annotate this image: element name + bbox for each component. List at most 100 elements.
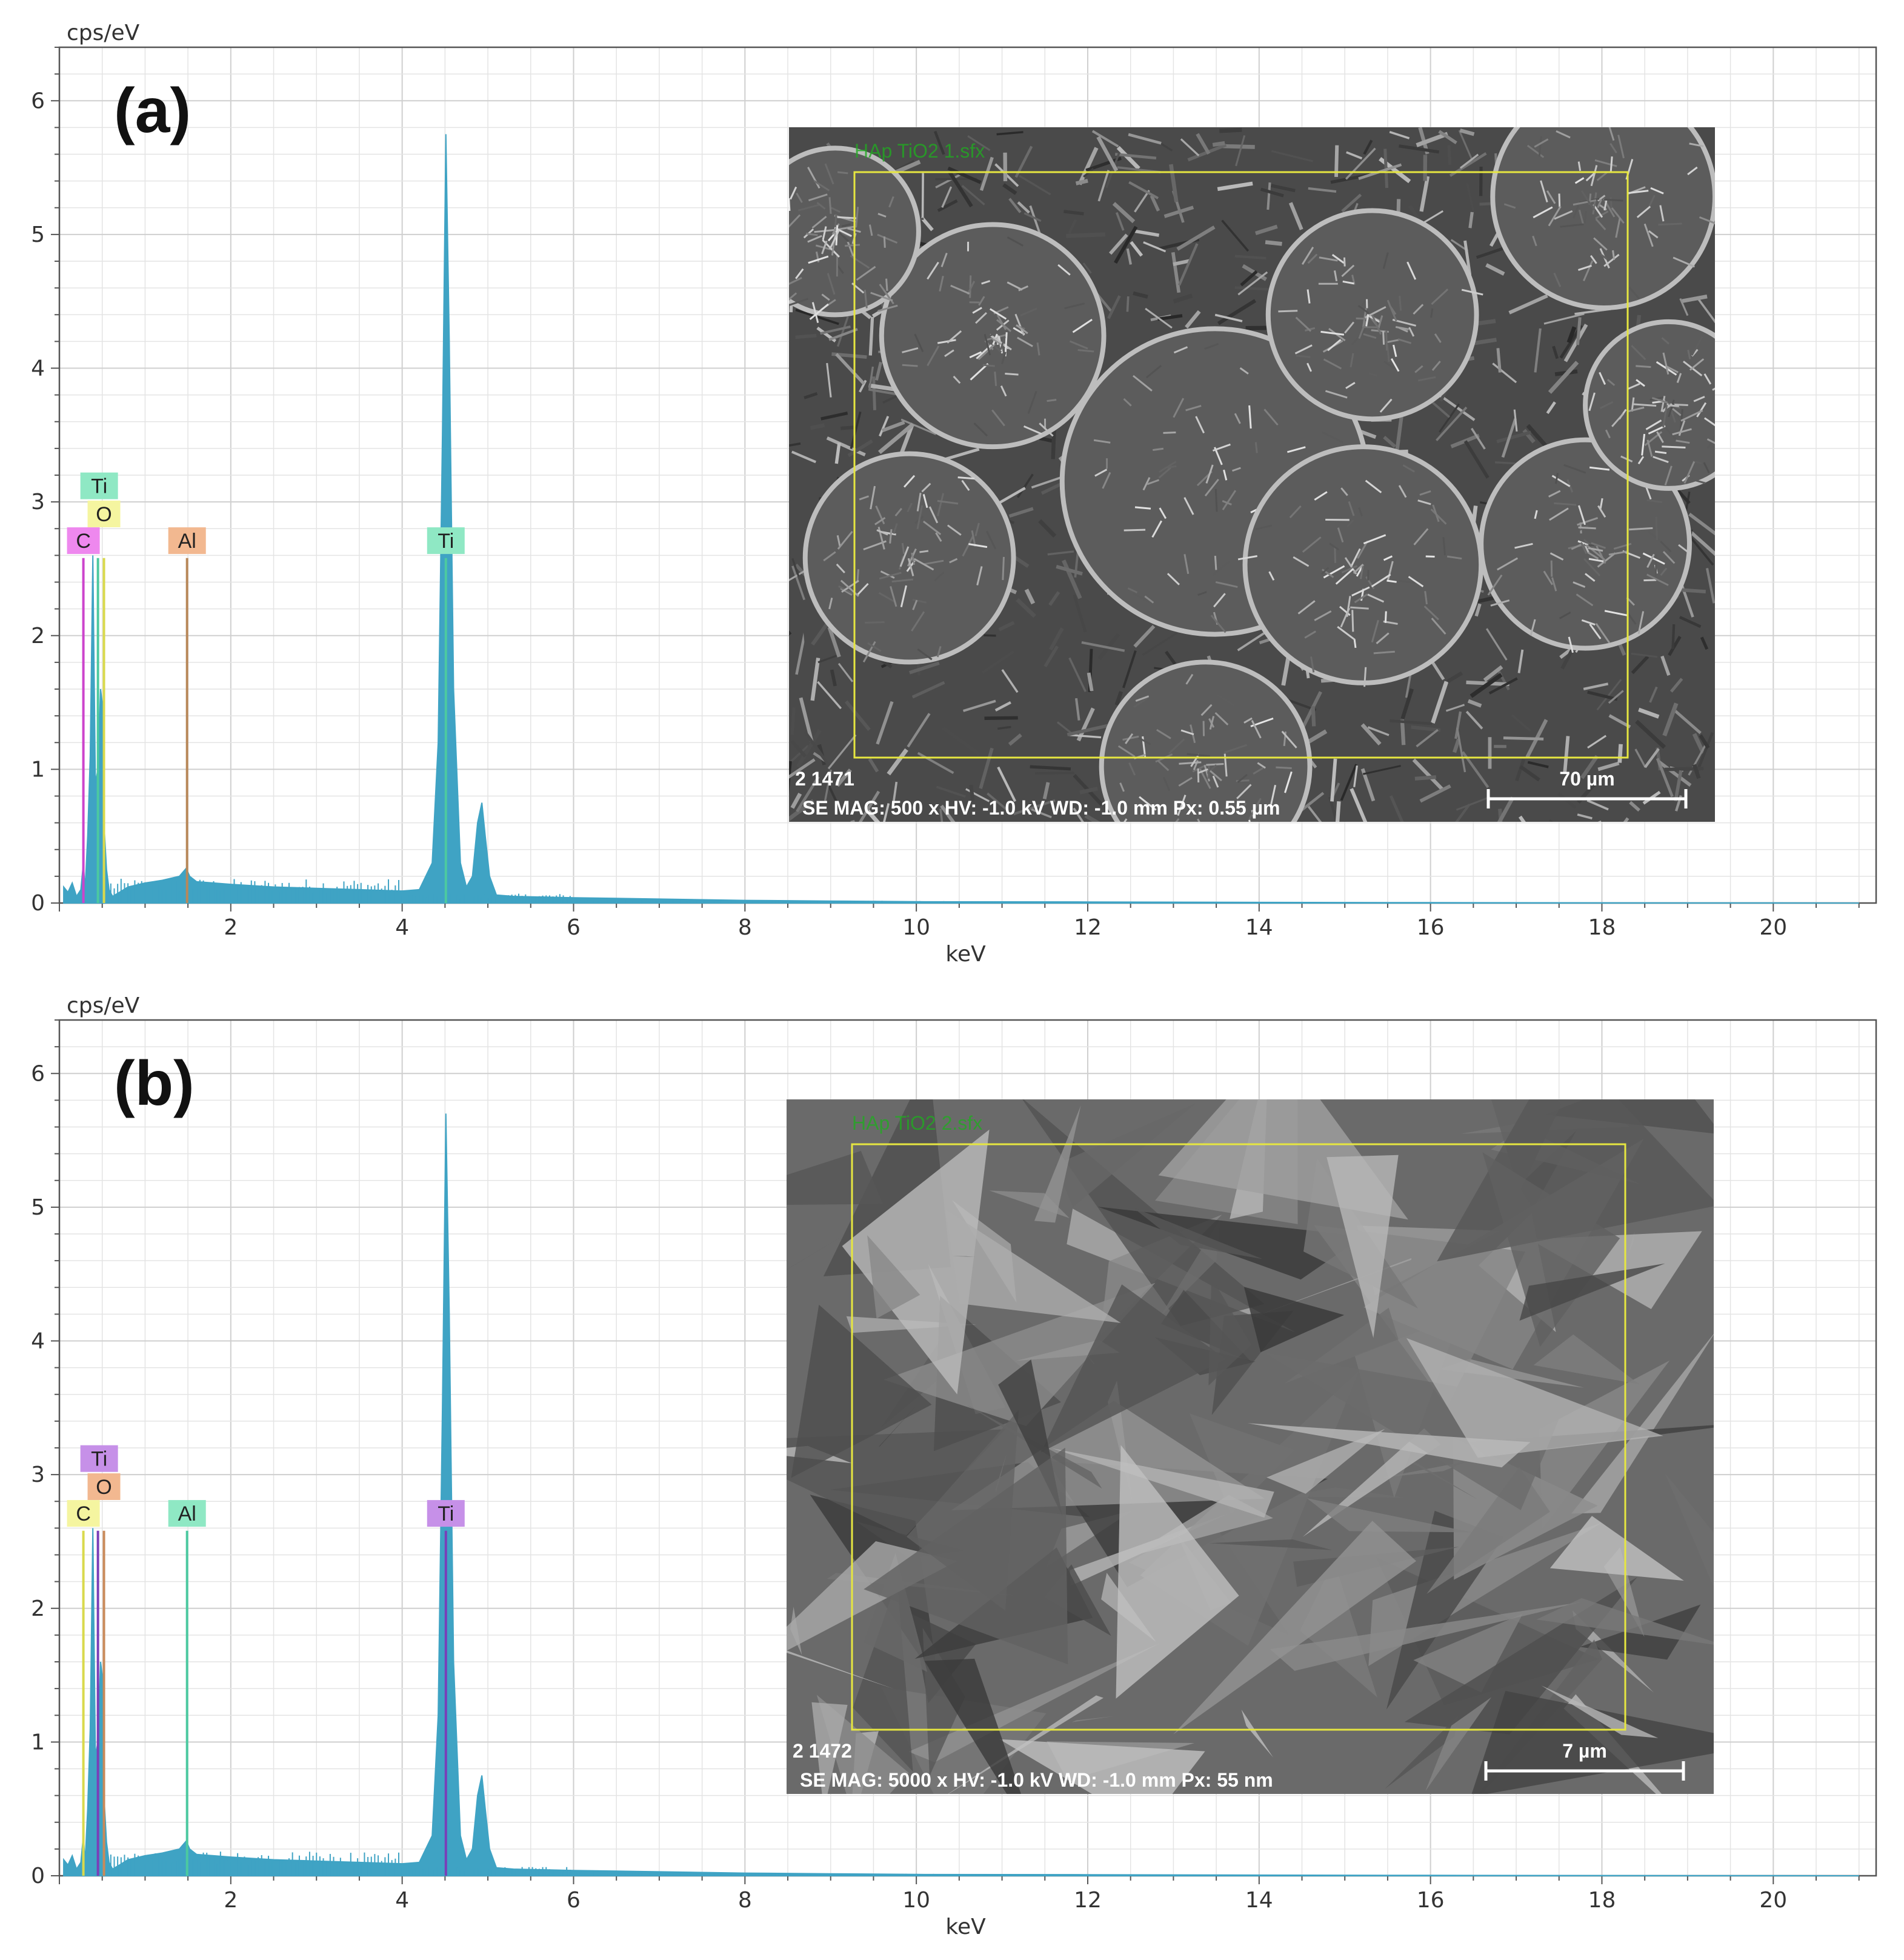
sem-sphere-flake [1310, 656, 1315, 673]
sem-flake [1631, 655, 1649, 675]
sem-sphere-flake [1002, 556, 1005, 581]
sem-sphere-flake [1358, 321, 1367, 339]
element-label: Ti [438, 530, 454, 553]
sem-sphere-flake [856, 265, 876, 281]
sem-sphere-flake [975, 312, 987, 324]
sem-sphere-flake [1546, 190, 1556, 204]
sem-flake [1013, 799, 1056, 816]
sem-sphere-flake [1382, 252, 1389, 269]
sem-flake [858, 790, 880, 822]
sem-flake [1177, 243, 1199, 286]
sem-sphere-flake [1487, 574, 1503, 596]
sem-sphere-flake [1145, 365, 1162, 379]
sem-flake [1649, 686, 1658, 703]
sem-sphere-flake [1254, 833, 1255, 853]
sem-flake [1042, 782, 1050, 799]
sem-sphere-flake [1278, 310, 1298, 313]
element-markers: Ti OC Al Ti [67, 472, 465, 903]
sem-flake [874, 361, 882, 381]
sem-sphere-flake [1659, 205, 1665, 222]
sem-sphere-flake [1368, 372, 1378, 377]
sem-sphere-flake [1600, 401, 1614, 410]
sem-flake [830, 669, 837, 687]
sem-flake [1576, 317, 1582, 345]
sem-sphere-flake [1253, 767, 1264, 775]
sem-flake [1267, 182, 1271, 210]
sem-flake [1016, 473, 1034, 498]
sem-flake [1169, 164, 1179, 202]
sem-sphere-flake [864, 290, 868, 308]
sem-sphere-flake [1583, 211, 1587, 224]
sem-flake [1016, 598, 1036, 618]
sem-sphere-flake [1648, 530, 1662, 542]
sem-flake [1447, 145, 1452, 165]
sem-sphere-flake [855, 207, 859, 228]
sem-sphere-flake [1595, 210, 1609, 219]
sem-facet [1071, 1716, 1114, 1722]
sem-sphere-flake [1386, 579, 1397, 583]
sem-sphere-flake [1628, 190, 1649, 195]
sem-sphere-flake [1620, 455, 1633, 463]
sem-sphere-flake [1648, 230, 1659, 239]
sem-flake [1688, 534, 1714, 566]
sem-flake [1474, 603, 1482, 617]
sem-sphere-flake [1295, 316, 1312, 332]
sem-flake [1217, 299, 1257, 325]
sem-flake [789, 761, 792, 795]
sem-flake [1073, 807, 1084, 822]
sem-sphere-flake [1334, 270, 1338, 282]
inset-info: SE MAG: 500 x HV: -1.0 kV WD: -1.0 mm Px… [802, 797, 1280, 819]
sem-sphere-flake [1646, 499, 1663, 504]
y-tick-label: 0 [31, 1864, 45, 1888]
spectrum-noise [110, 878, 1346, 903]
sem-flake [1219, 127, 1242, 133]
sem-sphere-flake [1069, 340, 1088, 350]
sem-sphere-flake [1503, 203, 1516, 209]
sem-flake [1001, 669, 1019, 693]
sem-flake [1017, 201, 1030, 214]
sem-sphere-flake [1560, 223, 1584, 228]
sem-sphere-flake [1629, 115, 1645, 118]
sem-sphere-flake [1611, 413, 1625, 427]
sem-flake [1488, 677, 1518, 695]
sem-flake [1587, 690, 1618, 701]
x-tick-label: 10 [902, 915, 930, 940]
sem-flake [1341, 193, 1362, 213]
sem-sphere-flake [1603, 253, 1620, 267]
x-tick-label: 10 [902, 1888, 930, 1913]
sem-facet [1307, 1498, 1473, 1533]
sem-sphere-flake [796, 192, 803, 203]
sem-sphere-flake [789, 214, 801, 228]
sem-sphere-flake [1596, 171, 1608, 181]
sem-facet [1270, 1602, 1583, 1671]
sem-facet [1549, 1516, 1684, 1581]
sem-sphere-flake [1093, 439, 1111, 444]
sem-sphere-flake [1327, 339, 1342, 352]
sem-sphere-flake [1572, 205, 1579, 219]
sem-sphere-flake [1197, 818, 1200, 822]
sem-flake [979, 747, 994, 789]
sem-sphere-flake [1497, 557, 1519, 571]
sem-flake [1548, 361, 1579, 394]
sem-flake [1108, 233, 1128, 255]
x-tick-label: 8 [738, 1888, 752, 1913]
sem-flake [868, 366, 874, 390]
sem-facet [787, 1650, 894, 1689]
sem-sphere-flake [1158, 467, 1171, 479]
sem-flake [1112, 202, 1136, 224]
sem-sphere-flake [1654, 450, 1667, 455]
sem-flake [1116, 145, 1140, 170]
sem-sphere-flake [893, 523, 898, 534]
sem-flake [1668, 636, 1682, 656]
sem-facet [811, 1702, 848, 1794]
sem-sphere-flake [1385, 339, 1399, 344]
sem-flake [1501, 418, 1517, 458]
sem-sphere-flake [789, 198, 791, 211]
sem-facet [1247, 1423, 1531, 1468]
sem-facet [980, 1855, 1137, 1871]
sem-sphere-flake [1358, 507, 1363, 517]
sem-sphere-flake [1703, 417, 1715, 427]
sem-sphere-flake [856, 582, 869, 596]
sem-flake [1450, 433, 1480, 448]
sem-flake [789, 799, 815, 822]
